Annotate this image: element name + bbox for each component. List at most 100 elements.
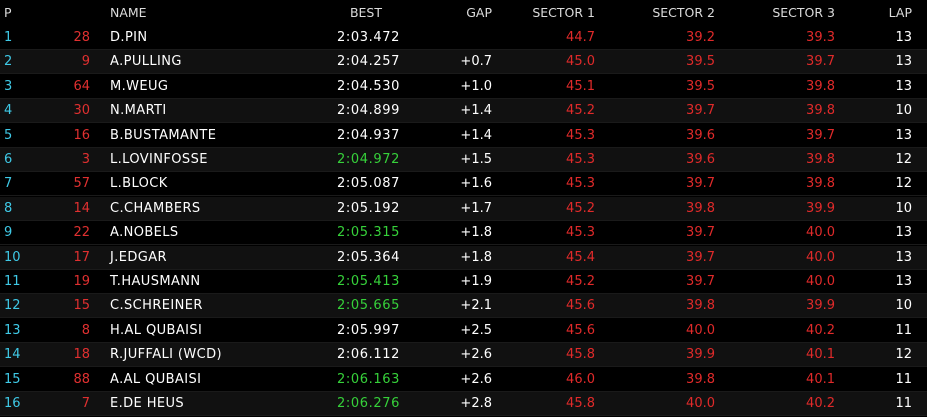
best-lap: 2:05.192 [337,200,400,216]
table-row: 7 57 L.BLOCK 2:05.087 +1.6 45.3 39.7 39.… [0,172,927,197]
sector-2: 39.7 [686,176,715,192]
table-row: 11 19 T.HAUSMANN 2:05.413 +1.9 45.2 39.7… [0,270,927,294]
sector-3: 39.8 [806,176,835,192]
lap-count: 13 [895,274,912,289]
lap-count: 11 [895,396,912,411]
driver-name: B.BUSTAMANTE [110,127,217,143]
sector-3: 39.9 [806,298,835,314]
sector-2: 39.5 [686,78,715,94]
position: 8 [4,200,13,216]
sector-3: 39.8 [806,78,835,94]
table-row: 5 16 B.BUSTAMANTE 2:04.937 +1.4 45.3 39.… [0,123,927,148]
sector-1: 45.8 [566,396,595,411]
driver-name: N.MARTI [110,103,167,119]
sector-3: 40.2 [806,396,835,411]
sector-2: 39.7 [686,249,715,265]
driver-name: A.AL QUBAISI [110,371,202,387]
table-row: 3 64 M.WEUG 2:04.530 +1.0 45.1 39.5 39.8… [0,74,927,99]
sector-1: 45.0 [566,54,595,70]
best-lap: 2:04.937 [337,127,400,143]
gap: +1.7 [460,200,492,216]
sector-1: 46.0 [566,371,595,387]
car-number: 7 [81,396,90,411]
header-name: NAME [110,5,147,20]
header-sector-3: SECTOR 3 [772,5,835,20]
lap-count: 13 [895,127,912,143]
car-number: 18 [73,347,90,363]
position: 5 [4,127,13,143]
sector-2: 39.8 [686,371,715,387]
position: 1 [4,30,13,45]
sector-3: 40.1 [806,347,835,363]
car-number: 14 [73,200,90,216]
lap-count: 13 [895,225,912,241]
sector-1: 45.3 [566,225,595,241]
car-number: 8 [81,322,90,338]
best-lap: 2:05.315 [337,225,400,241]
sector-2: 39.5 [686,54,715,70]
best-lap: 2:04.899 [337,103,400,119]
sector-1: 45.2 [566,274,595,289]
sector-1: 45.2 [566,200,595,216]
sector-1: 45.3 [566,176,595,192]
sector-3: 39.8 [806,103,835,119]
position: 11 [4,274,21,289]
best-lap: 2:05.087 [337,176,400,192]
sector-1: 45.2 [566,103,595,119]
car-number: 28 [73,30,90,45]
best-lap: 2:05.364 [337,249,400,265]
sector-3: 39.9 [806,200,835,216]
sector-3: 40.0 [806,249,835,265]
best-lap: 2:05.665 [337,298,400,314]
sector-2: 40.0 [686,322,715,338]
gap: +2.6 [460,371,492,387]
header-sector-2: SECTOR 2 [652,5,715,20]
car-number: 15 [73,298,90,314]
gap: +2.5 [460,322,492,338]
lap-count: 12 [895,347,912,363]
car-number: 64 [73,78,90,94]
table-row: 9 22 A.NOBELS 2:05.315 +1.8 45.3 39.7 40… [0,221,927,246]
driver-name: L.LOVINFOSSE [110,152,208,167]
car-number: 22 [73,225,90,241]
gap: +2.1 [460,298,492,314]
driver-name: R.JUFFALI (WCD) [110,347,222,363]
lap-count: 13 [895,54,912,70]
lap-count: 12 [895,176,912,192]
table-row: 1 28 D.PIN 2:03.472 44.7 39.2 39.3 13 [0,26,927,50]
best-lap: 2:06.112 [337,347,400,363]
car-number: 19 [73,274,90,289]
table-row: 8 14 C.CHAMBERS 2:05.192 +1.7 45.2 39.8 … [0,196,927,221]
driver-name: T.HAUSMANN [110,274,201,289]
lap-count: 10 [895,298,912,314]
table-row: 12 15 C.SCHREINER 2:05.665 +2.1 45.6 39.… [0,294,927,319]
driver-name: M.WEUG [110,78,169,94]
sector-3: 40.1 [806,371,835,387]
sector-2: 39.9 [686,347,715,363]
sector-3: 40.2 [806,322,835,338]
position: 2 [4,54,13,70]
sector-3: 39.3 [806,30,835,45]
lap-count: 13 [895,78,912,94]
best-lap: 2:03.472 [337,30,400,45]
lap-count: 11 [895,371,912,387]
position: 16 [4,396,21,411]
driver-name: C.SCHREINER [110,298,203,314]
driver-name: D.PIN [110,30,148,45]
table-row: 13 8 H.AL QUBAISI 2:05.997 +2.5 45.6 40.… [0,318,927,343]
gap: +2.8 [460,396,492,411]
position: 10 [4,249,21,265]
driver-name: E.DE HEUS [110,396,185,411]
table-header: P NAME BEST GAP SECTOR 1 SECTOR 2 SECTOR… [0,0,927,26]
sector-2: 39.8 [686,200,715,216]
driver-name: L.BLOCK [110,176,168,192]
car-number: 3 [81,152,90,167]
best-lap: 2:04.257 [337,54,400,70]
position: 12 [4,298,21,314]
sector-3: 39.8 [806,152,835,167]
sector-1: 45.3 [566,127,595,143]
driver-name: J.EDGAR [110,249,167,265]
car-number: 16 [73,127,90,143]
position: 9 [4,225,13,241]
